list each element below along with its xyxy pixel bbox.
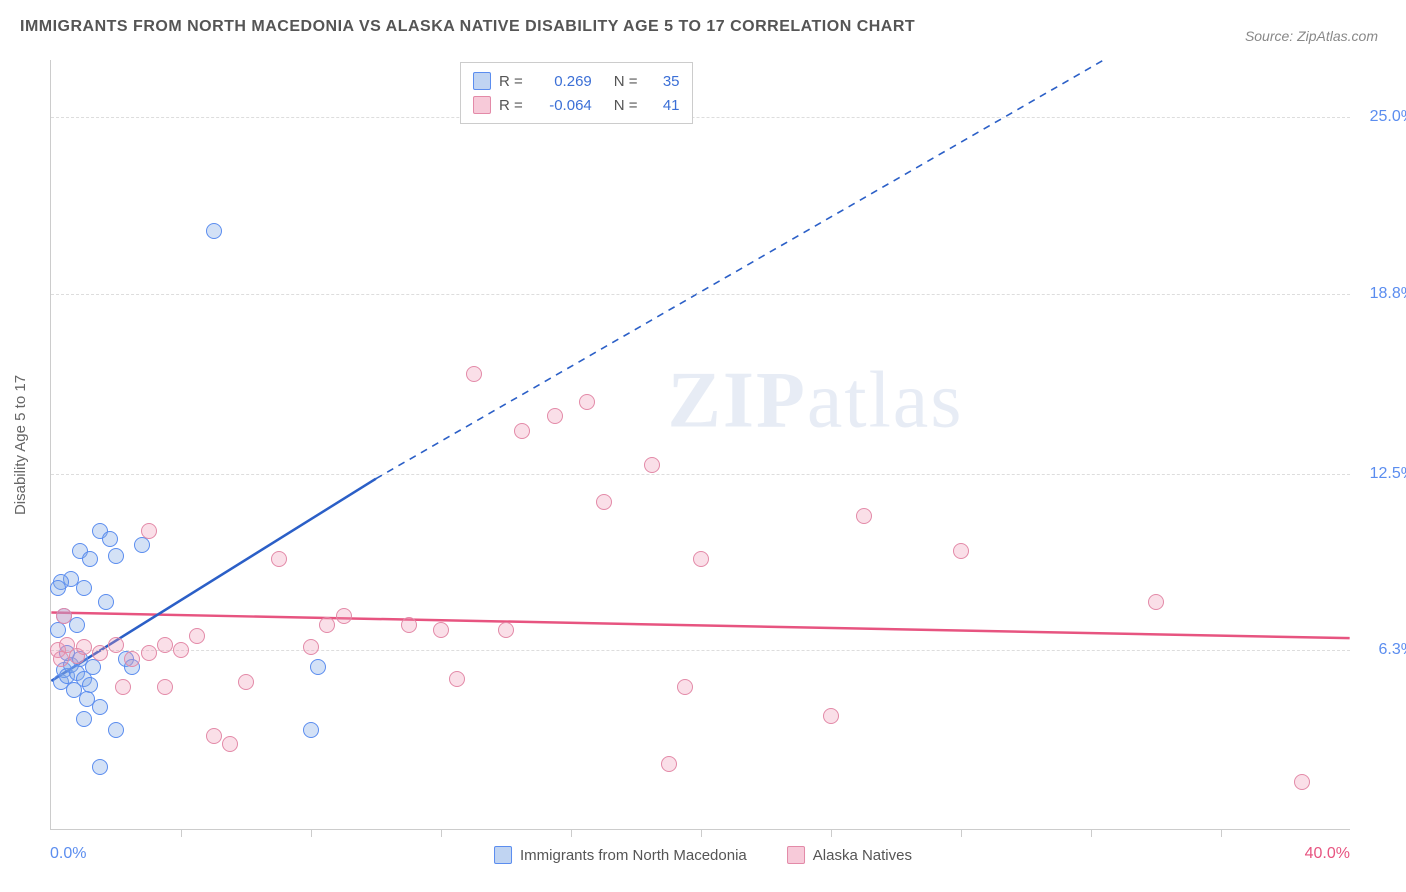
bottom-legend: Immigrants from North Macedonia Alaska N… [494, 846, 912, 864]
scatter-point-pink [823, 708, 839, 724]
x-tick [701, 829, 702, 837]
scatter-point-pink [206, 728, 222, 744]
y-tick-label: 25.0% [1370, 108, 1406, 126]
scatter-point-pink [92, 645, 108, 661]
bottom-legend-label: Alaska Natives [813, 847, 912, 864]
stats-legend-box: R = 0.269 N = 35 R = -0.064 N = 41 [460, 62, 693, 124]
scatter-point-pink [115, 679, 131, 695]
scatter-point-pink [1148, 594, 1164, 610]
legend-n-label: N = [614, 97, 638, 114]
scatter-point-blue [50, 580, 66, 596]
scatter-point-pink [579, 394, 595, 410]
scatter-point-pink [514, 423, 530, 439]
scatter-point-pink [677, 679, 693, 695]
scatter-point-blue [102, 531, 118, 547]
legend-swatch-pink [787, 846, 805, 864]
scatter-point-pink [336, 608, 352, 624]
scatter-point-pink [53, 651, 69, 667]
x-tick [831, 829, 832, 837]
scatter-point-pink [173, 642, 189, 658]
scatter-point-pink [238, 674, 254, 690]
scatter-point-pink [76, 639, 92, 655]
scatter-point-pink [157, 637, 173, 653]
scatter-point-pink [319, 617, 335, 633]
scatter-point-pink [124, 651, 140, 667]
x-tick [961, 829, 962, 837]
scatter-point-pink [222, 736, 238, 752]
scatter-point-pink [303, 639, 319, 655]
scatter-point-pink [401, 617, 417, 633]
scatter-point-pink [56, 608, 72, 624]
gridline-h [51, 474, 1350, 475]
scatter-point-blue [108, 548, 124, 564]
chart-title: IMMIGRANTS FROM NORTH MACEDONIA VS ALASK… [20, 18, 915, 36]
scatter-point-pink [449, 671, 465, 687]
legend-r-label: R = [499, 73, 523, 90]
gridline-h [51, 650, 1350, 651]
y-tick-label: 6.3% [1379, 641, 1406, 659]
gridline-h [51, 294, 1350, 295]
scatter-point-pink [157, 679, 173, 695]
scatter-point-pink [953, 543, 969, 559]
scatter-point-blue [108, 722, 124, 738]
legend-n-value: 35 [652, 73, 680, 90]
scatter-point-pink [644, 457, 660, 473]
y-axis-title: Disability Age 5 to 17 [12, 375, 29, 515]
x-tick [181, 829, 182, 837]
y-tick-label: 12.5% [1370, 465, 1406, 483]
scatter-point-pink [141, 645, 157, 661]
x-tick [1221, 829, 1222, 837]
x-axis-end-label: 40.0% [1305, 845, 1350, 863]
bottom-legend-item: Alaska Natives [787, 846, 912, 864]
scatter-point-blue [134, 537, 150, 553]
scatter-point-pink [498, 622, 514, 638]
scatter-point-blue [50, 622, 66, 638]
legend-swatch-pink [473, 96, 491, 114]
scatter-point-blue [76, 711, 92, 727]
bottom-legend-item: Immigrants from North Macedonia [494, 846, 747, 864]
scatter-point-pink [466, 366, 482, 382]
scatter-point-blue [92, 699, 108, 715]
stats-legend-row: R = 0.269 N = 35 [473, 69, 680, 93]
scatter-point-blue [303, 722, 319, 738]
scatter-point-pink [108, 637, 124, 653]
scatter-point-pink [596, 494, 612, 510]
legend-n-value: 41 [652, 97, 680, 114]
x-tick [571, 829, 572, 837]
bottom-legend-label: Immigrants from North Macedonia [520, 847, 747, 864]
legend-n-label: N = [614, 73, 638, 90]
scatter-point-pink [271, 551, 287, 567]
plot-area: 6.3%12.5%18.8%25.0% [50, 60, 1350, 830]
x-axis-start-label: 0.0% [50, 845, 86, 863]
scatter-point-pink [189, 628, 205, 644]
scatter-point-pink [693, 551, 709, 567]
scatter-point-pink [1294, 774, 1310, 790]
stats-legend-row: R = -0.064 N = 41 [473, 93, 680, 117]
trend-line [51, 613, 1349, 639]
source-label: Source: ZipAtlas.com [1245, 28, 1378, 44]
scatter-point-pink [856, 508, 872, 524]
scatter-point-pink [433, 622, 449, 638]
scatter-point-blue [82, 551, 98, 567]
trend-lines-layer [51, 60, 1350, 829]
scatter-point-pink [547, 408, 563, 424]
legend-r-value: -0.064 [537, 97, 592, 114]
scatter-point-blue [98, 594, 114, 610]
x-tick [311, 829, 312, 837]
legend-r-value: 0.269 [537, 73, 592, 90]
scatter-point-blue [85, 659, 101, 675]
scatter-point-blue [206, 223, 222, 239]
x-tick [441, 829, 442, 837]
scatter-point-pink [661, 756, 677, 772]
gridline-h [51, 117, 1350, 118]
scatter-point-blue [310, 659, 326, 675]
scatter-point-pink [141, 523, 157, 539]
x-tick [1091, 829, 1092, 837]
legend-swatch-blue [494, 846, 512, 864]
scatter-point-blue [92, 759, 108, 775]
y-tick-label: 18.8% [1370, 285, 1406, 303]
legend-r-label: R = [499, 97, 523, 114]
legend-swatch-blue [473, 72, 491, 90]
